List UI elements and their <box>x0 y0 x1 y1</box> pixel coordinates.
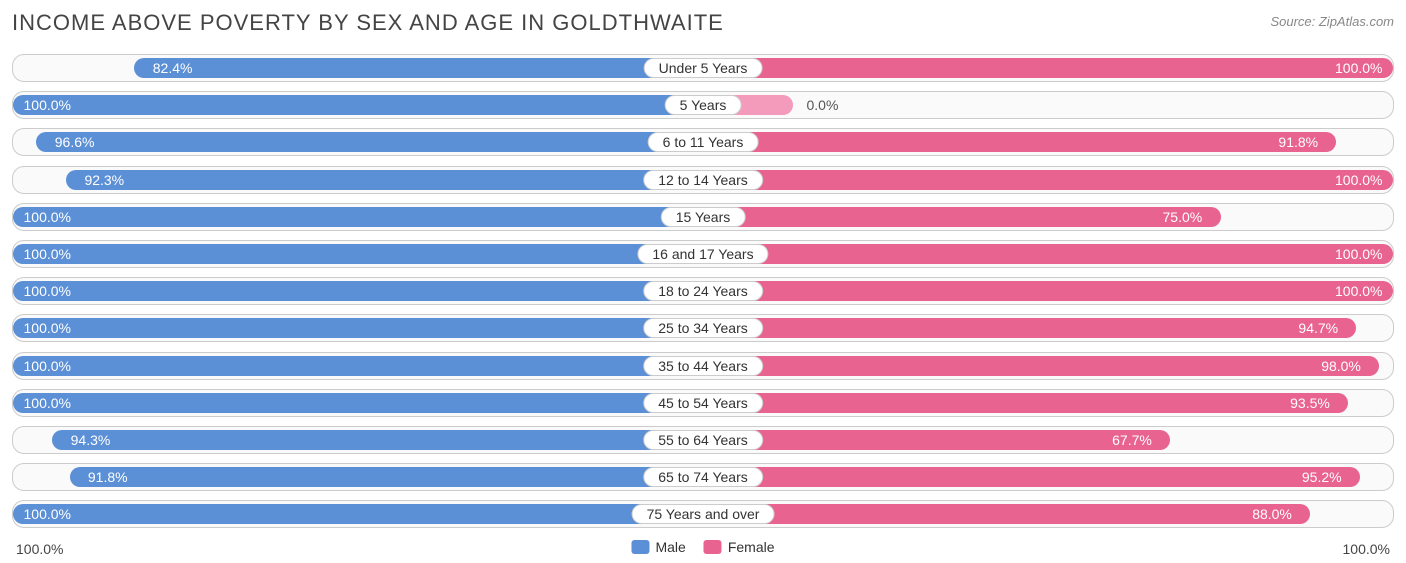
male-bar <box>13 318 703 338</box>
source-credit: Source: ZipAtlas.com <box>1270 14 1394 29</box>
male-bar <box>70 467 703 487</box>
male-bar <box>13 504 703 524</box>
category-label: 5 Years <box>665 95 742 115</box>
male-bar <box>134 58 703 78</box>
female-bar <box>703 207 1221 227</box>
female-bar <box>703 170 1393 190</box>
category-label: 16 and 17 Years <box>637 244 768 264</box>
chart-row: 91.8%95.2%65 to 74 Years <box>12 463 1394 491</box>
category-label: 18 to 24 Years <box>643 281 763 301</box>
category-label: 55 to 64 Years <box>643 430 763 450</box>
female-bar <box>703 281 1393 301</box>
category-label: 75 Years and over <box>632 504 775 524</box>
chart-row: 92.3%100.0%12 to 14 Years <box>12 166 1394 194</box>
female-bar <box>703 58 1393 78</box>
category-label: 15 Years <box>661 207 746 227</box>
chart-row: 94.3%67.7%55 to 64 Years <box>12 426 1394 454</box>
male-bar <box>13 281 703 301</box>
category-label: 25 to 34 Years <box>643 318 763 338</box>
male-bar <box>36 132 703 152</box>
male-bar <box>13 393 703 413</box>
male-swatch <box>631 540 649 554</box>
female-bar <box>703 504 1310 524</box>
legend-male-label: Male <box>655 539 685 555</box>
female-bar <box>703 244 1393 264</box>
chart-row: 100.0%93.5%45 to 54 Years <box>12 389 1394 417</box>
female-bar <box>703 318 1356 338</box>
legend-female-label: Female <box>728 539 775 555</box>
male-bar <box>13 356 703 376</box>
female-bar <box>703 467 1360 487</box>
chart-row: 100.0%75.0%15 Years <box>12 203 1394 231</box>
chart-row: 100.0%100.0%18 to 24 Years <box>12 277 1394 305</box>
female-swatch <box>704 540 722 554</box>
chart-row: 100.0%100.0%16 and 17 Years <box>12 240 1394 268</box>
chart-title: INCOME ABOVE POVERTY BY SEX AND AGE IN G… <box>12 10 724 36</box>
chart-row: 96.6%91.8%6 to 11 Years <box>12 128 1394 156</box>
female-bar <box>703 393 1348 413</box>
male-bar <box>52 430 703 450</box>
category-label: 35 to 44 Years <box>643 356 763 376</box>
chart-row: 82.4%100.0%Under 5 Years <box>12 54 1394 82</box>
chart-rows: 82.4%100.0%Under 5 Years100.0%0.0%5 Year… <box>12 54 1394 528</box>
female-bar <box>703 430 1170 450</box>
male-bar <box>13 95 703 115</box>
female-bar <box>703 132 1336 152</box>
category-label: Under 5 Years <box>644 58 763 78</box>
legend-male: Male <box>631 539 685 555</box>
chart-row: 100.0%94.7%25 to 34 Years <box>12 314 1394 342</box>
chart-row: 100.0%0.0%5 Years <box>12 91 1394 119</box>
chart-row: 100.0%88.0%75 Years and over <box>12 500 1394 528</box>
category-label: 65 to 74 Years <box>643 467 763 487</box>
male-bar <box>13 207 703 227</box>
male-bar <box>66 170 703 190</box>
female-value: 0.0% <box>807 97 839 113</box>
category-label: 12 to 14 Years <box>643 170 763 190</box>
category-label: 45 to 54 Years <box>643 393 763 413</box>
axis-left-label: 100.0% <box>16 541 63 557</box>
legend-female: Female <box>704 539 775 555</box>
category-label: 6 to 11 Years <box>648 132 759 152</box>
legend: Male Female <box>631 539 774 555</box>
male-bar <box>13 244 703 264</box>
female-bar <box>703 356 1379 376</box>
axis-right-label: 100.0% <box>1343 541 1390 557</box>
chart-row: 100.0%98.0%35 to 44 Years <box>12 352 1394 380</box>
